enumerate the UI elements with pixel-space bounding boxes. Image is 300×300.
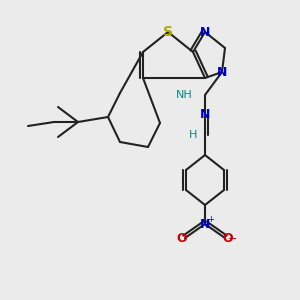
Text: −: − (228, 234, 238, 244)
Text: H: H (189, 130, 197, 140)
Text: NH: NH (176, 90, 193, 100)
Text: +: + (208, 214, 214, 224)
Text: O: O (223, 232, 233, 244)
Text: N: N (200, 218, 210, 230)
Text: S: S (163, 25, 173, 39)
Text: N: N (200, 26, 210, 38)
Text: N: N (200, 109, 210, 122)
Text: N: N (217, 65, 227, 79)
Text: O: O (177, 232, 187, 244)
